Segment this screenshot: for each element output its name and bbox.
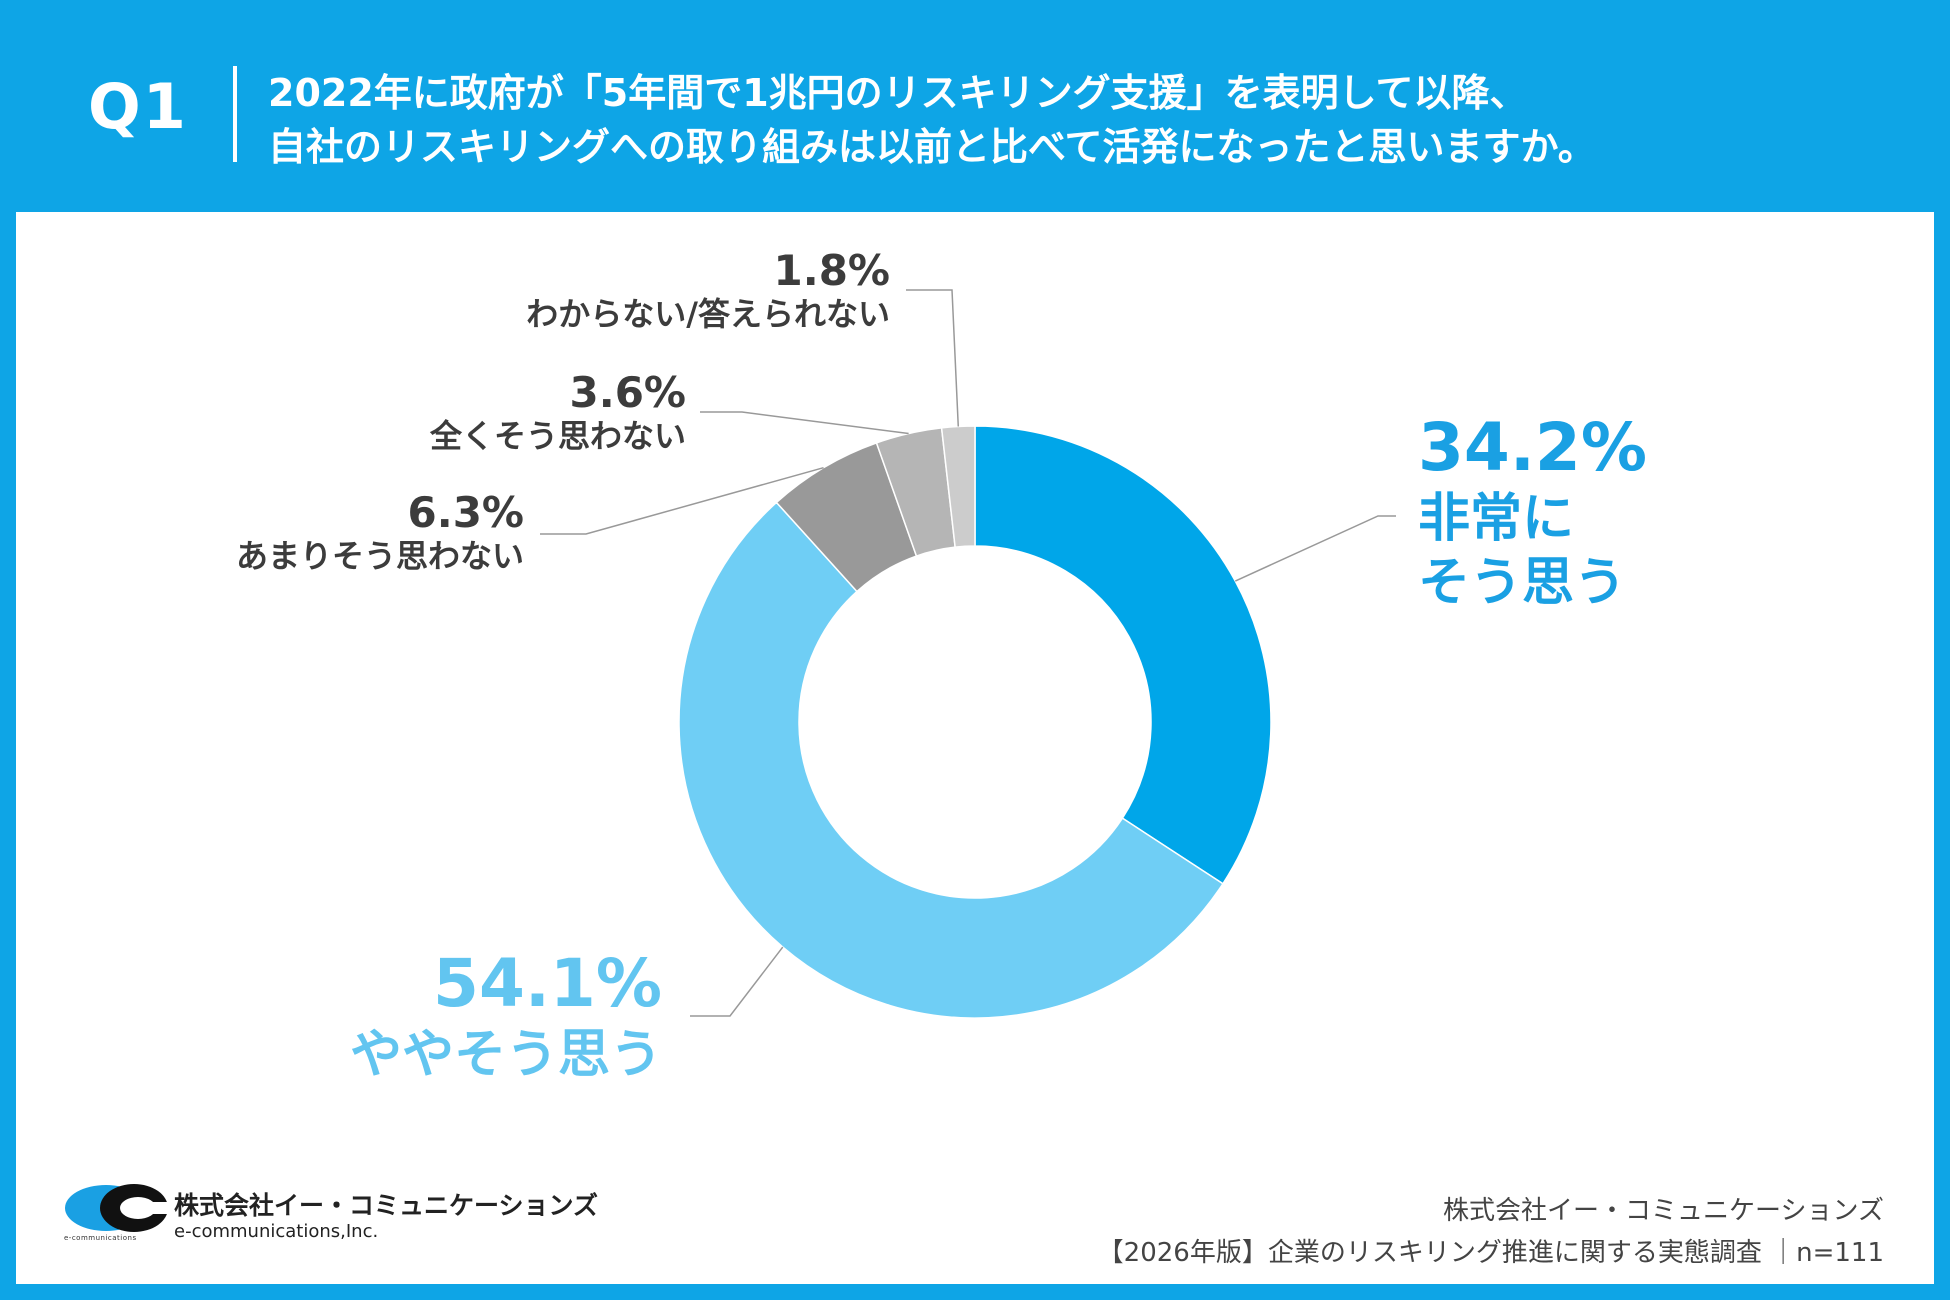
slice-label: そう思う	[1418, 553, 1626, 613]
slice-label: わからない/答えられない	[526, 295, 890, 333]
donut-slice	[678, 501, 1224, 1019]
header-divider	[233, 66, 237, 162]
logo-small-text: e-communications	[64, 1234, 137, 1242]
question-number: Q1	[88, 70, 188, 143]
slice-percentage: 34.2%	[1418, 409, 1647, 486]
slice-label: 全くそう思わない	[429, 417, 686, 455]
leader-line	[700, 411, 909, 435]
chart-card	[16, 212, 1934, 1284]
footer-survey: 【2026年版】企業のリスキリング推進に関する実態調査 ｜n=111	[1097, 1238, 1884, 1268]
leader-line	[540, 466, 824, 535]
question-line-1: 2022年に政府が「5年間で1兆円のリスキリング支援」を表明して以降、	[268, 71, 1528, 115]
leader-line	[906, 289, 960, 427]
donut-slice	[974, 425, 1272, 885]
slice-percentage: 54.1%	[433, 945, 662, 1022]
company-logo-mark	[65, 1184, 170, 1232]
donut-slice	[940, 425, 976, 548]
slice-percentage: 6.3%	[408, 488, 524, 537]
question-line-2: 自社のリスキリングへの取り組みは以前と比べて活発になったと思いますか。	[268, 125, 1596, 169]
slice-label: 非常に	[1418, 489, 1574, 549]
leader-line	[690, 946, 784, 1017]
leader-line	[1234, 515, 1396, 582]
slice-label: あまりそう思わない	[236, 537, 524, 575]
footer-source: 株式会社イー・コミュニケーションズ 【2026年版】企業のリスキリング推進に関す…	[1098, 1190, 1884, 1274]
logo-company-english: e-communications,Inc.	[174, 1221, 379, 1242]
slice-percentage: 1.8%	[774, 246, 890, 295]
logo-company-name: 株式会社イー・コミュニケーションズ	[174, 1191, 599, 1220]
footer-company: 株式会社イー・コミュニケーションズ	[1443, 1196, 1884, 1226]
slice-percentage: 3.6%	[570, 368, 686, 417]
question-text: 2022年に政府が「5年間で1兆円のリスキリング支援」を表明して以降、 自社のリ…	[268, 66, 1908, 174]
slice-label: ややそう思う	[350, 1025, 662, 1085]
header: Q1 2022年に政府が「5年間で1兆円のリスキリング支援」を表明して以降、 自…	[0, 0, 1950, 212]
